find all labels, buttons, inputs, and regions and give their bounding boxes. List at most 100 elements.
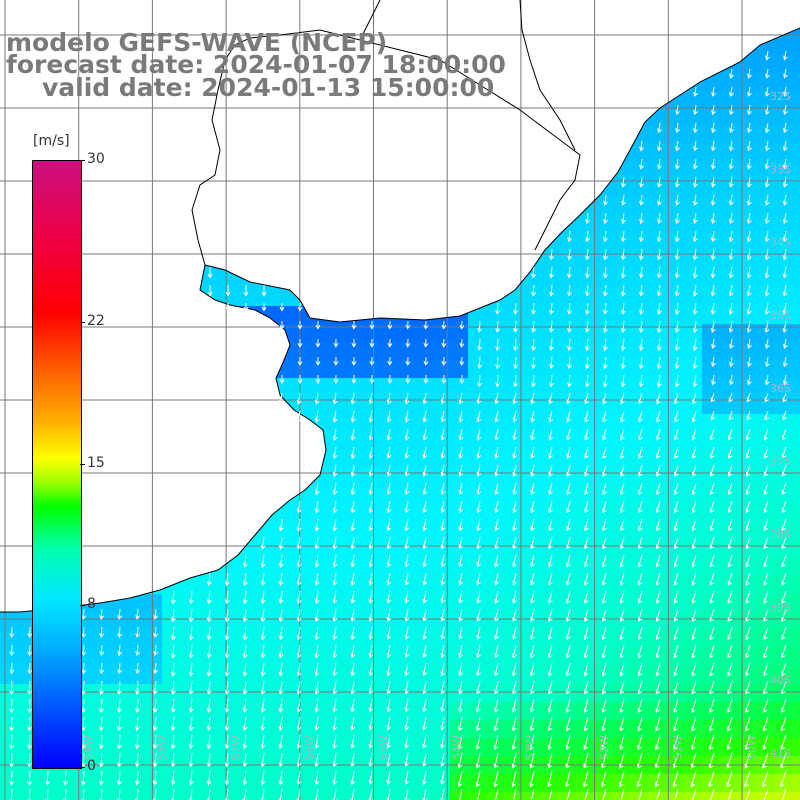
wind-arrow [314,536,320,550]
wind-arrow [116,680,122,695]
wind-speed-cell [522,324,540,342]
wind-arrow [530,482,535,496]
wind-speed-cell [378,630,396,648]
wind-arrow [656,446,661,459]
wind-arrow [458,698,463,713]
wind-arrow [458,482,464,496]
wind-speed-cell [720,90,738,108]
wind-speed-cell [414,666,432,684]
wind-arrow [764,284,770,297]
wind-arrow [170,590,176,605]
wind-speed-cell [648,432,666,450]
wind-speed-cell [414,342,432,360]
wind-arrow [693,104,698,116]
wind-speed-cell [0,774,18,792]
wind-speed-cell [324,432,342,450]
wind-arrow [135,644,141,657]
wind-arrow [476,518,482,532]
wind-speed-cell [360,432,378,450]
wind-arrow [404,410,410,423]
wind-speed-cell [630,450,648,468]
wind-arrow [673,698,679,713]
wind-arrow [619,770,625,788]
wind-arrow [765,50,770,61]
wind-arrow [692,248,698,261]
wind-arrow [602,554,607,568]
wind-speed-cell [468,378,486,396]
wind-speed-cell [198,792,216,800]
wind-speed-cell [144,702,162,720]
wind-arrow [692,788,697,800]
wind-arrow [116,734,122,750]
wind-speed-cell [324,522,342,540]
wind-arrow [476,590,482,604]
wind-arrow [368,626,374,641]
wind-arrow [512,482,518,496]
wind-arrow [422,482,428,496]
wind-arrow [278,608,284,623]
wind-arrow [440,554,446,568]
wind-arrow [296,770,302,786]
wind-arrow [441,338,447,348]
wind-speed-cell [684,288,702,306]
wind-arrow [332,698,338,713]
wind-speed-cell [612,468,630,486]
wind-speed-cell [792,540,800,558]
wind-speed-cell [576,792,594,800]
wind-speed-cell [396,450,414,468]
wind-arrow [368,608,374,622]
wind-arrow [422,572,428,586]
wind-arrow [260,572,266,586]
wind-arrow [170,770,176,786]
wind-arrow [567,248,573,261]
wind-speed-cell [594,288,612,306]
wind-arrow [350,662,356,677]
wind-speed-cell [252,684,270,702]
wind-arrow [783,86,788,97]
wind-arrow [619,680,625,695]
wind-arrow [188,608,194,623]
wind-arrow [512,626,517,641]
wind-speed-cell [144,612,162,630]
wind-arrow [565,770,571,788]
wind-arrow [709,644,715,659]
wind-arrow [279,302,285,312]
wind-arrow [745,716,751,732]
wind-speed-cell [252,612,270,630]
wind-arrow [638,428,643,441]
wind-arrow [350,428,356,441]
wind-speed-cell [666,342,684,360]
wind-arrow [27,752,33,768]
wind-arrow [691,644,697,659]
wind-speed-cell [720,108,738,126]
wind-arrow [278,518,284,532]
wind-speed-cell [198,594,216,612]
wind-arrow [188,752,194,768]
wind-arrow [656,428,661,441]
wind-arrow [602,536,607,550]
wind-arrow [134,716,140,732]
wind-arrow [584,680,589,695]
wind-arrow [602,518,607,532]
wind-speed-cell [684,216,702,234]
wind-speed-cell [450,432,468,450]
wind-arrow [781,428,787,441]
wind-speed-cell [702,522,720,540]
wind-speed-cell [774,414,792,432]
wind-speed-cell [504,468,522,486]
wind-arrow [476,410,482,423]
latitude-label: 32S [770,90,791,103]
wind-speed-cell [198,684,216,702]
wind-arrow [747,104,752,116]
wind-arrow [620,428,625,441]
wind-speed-cell [756,360,774,378]
wind-speed-cell [342,432,360,450]
wind-arrow [368,572,374,586]
wind-speed-cell [774,342,792,360]
wind-speed-cell [648,270,666,288]
wind-speed-cell [594,306,612,324]
wind-speed-cell [360,792,378,800]
wind-arrow [314,662,320,677]
wind-speed-cell [144,792,162,800]
wind-speed-cell [324,792,342,800]
